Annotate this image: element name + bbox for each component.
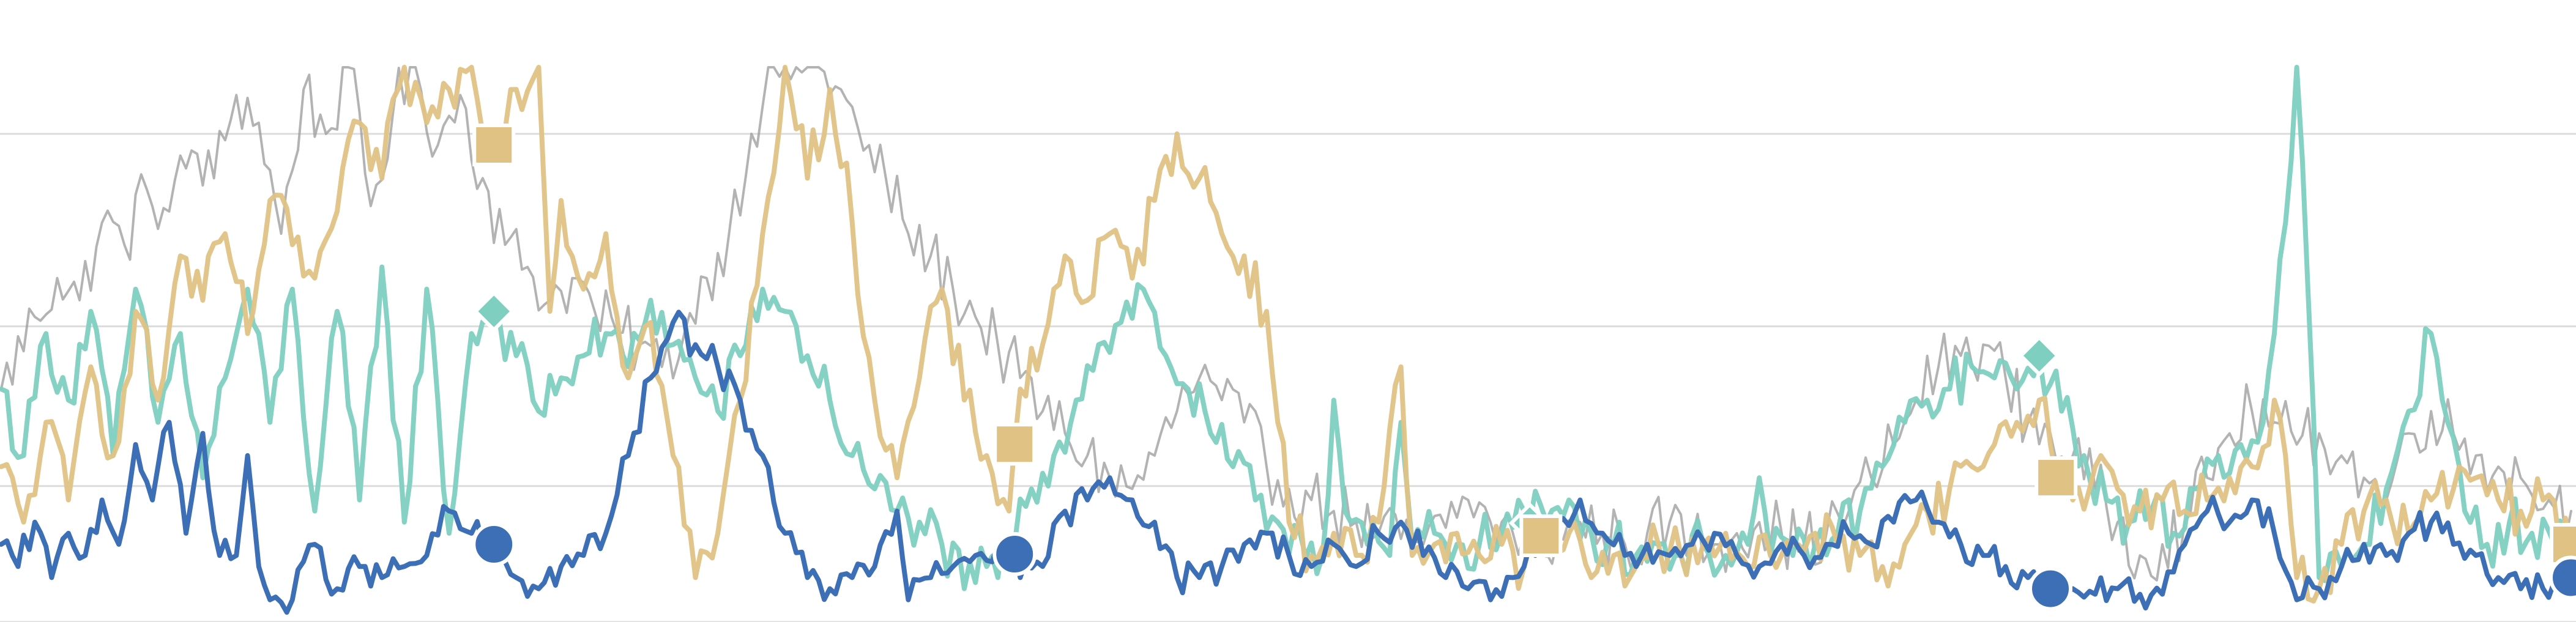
series-3-marker-2 (2028, 566, 2073, 611)
series-line-3 (0, 309, 2574, 615)
series-2-marker-2 (1519, 514, 1563, 557)
series-lines (0, 65, 2574, 615)
series-2-marker-1 (993, 423, 1037, 466)
series-line-2 (0, 65, 2574, 604)
series-3-marker-0 (472, 522, 516, 567)
series-1-marker-2 (2018, 335, 2060, 377)
series-markers (472, 123, 2576, 611)
series-3-marker-1 (992, 532, 1037, 577)
series-2-marker-0 (472, 123, 516, 166)
series-1-marker-0 (472, 290, 515, 333)
series-3-marker-3 (2549, 555, 2576, 600)
series-2-marker-3 (2034, 456, 2078, 499)
